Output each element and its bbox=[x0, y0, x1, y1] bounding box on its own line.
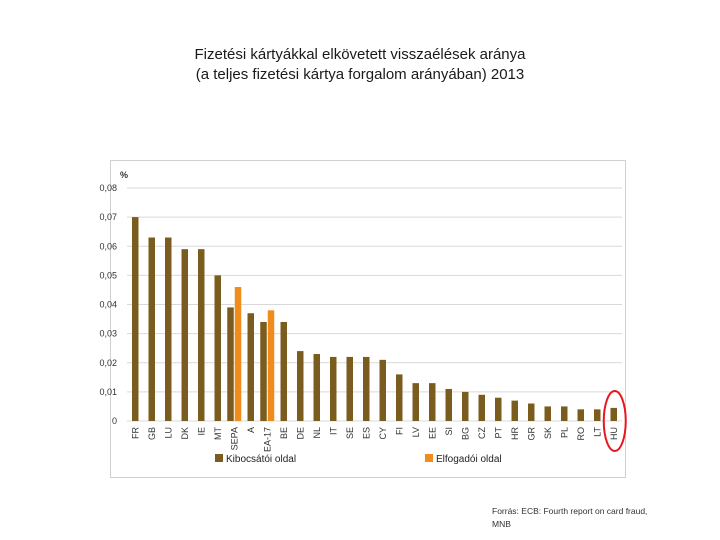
x-tick-label-gb: GB bbox=[147, 427, 157, 440]
x-tick-label-fi: FI bbox=[394, 427, 404, 435]
x-tick-label-lu: LU bbox=[163, 427, 173, 439]
x-tick-label-dk: DK bbox=[180, 427, 190, 440]
y-tick-label: 0 bbox=[112, 416, 117, 426]
x-tick-label-be: BE bbox=[279, 427, 289, 439]
source-note: Forrás: ECB: Fourth report on card fraud… bbox=[492, 505, 692, 531]
bar-issuer-ro bbox=[577, 409, 584, 421]
bar-issuer-bg bbox=[462, 391, 469, 421]
x-tick-label-nl: NL bbox=[312, 427, 322, 439]
bar-issuer-ee bbox=[429, 383, 436, 421]
x-tick-label-es: ES bbox=[361, 427, 371, 439]
x-tick-label-pl: PL bbox=[559, 427, 569, 438]
y-tick-label: 0,07 bbox=[99, 212, 117, 222]
x-tick-label-si: SI bbox=[444, 427, 454, 436]
bar-issuer-lv bbox=[412, 383, 419, 421]
bar-issuer-es bbox=[363, 356, 370, 421]
x-tick-label-cy: CY bbox=[378, 427, 388, 440]
x-tick-label-sepa: SEPA bbox=[229, 427, 239, 450]
y-tick-label: 0,08 bbox=[99, 183, 117, 193]
y-tick-label: 0,06 bbox=[99, 241, 117, 251]
bar-issuer-se bbox=[346, 356, 353, 421]
x-tick-label-fr: FR bbox=[130, 427, 140, 439]
x-tick-label-a: A bbox=[246, 427, 256, 433]
bar-issuer-mt bbox=[214, 275, 221, 421]
y-tick-label: 0,03 bbox=[99, 329, 117, 339]
bar-acquirer-ea-17 bbox=[267, 310, 275, 421]
bar-acquirer-sepa bbox=[234, 287, 242, 421]
x-tick-label-pt: PT bbox=[493, 427, 503, 439]
x-tick-label-lt: LT bbox=[592, 427, 602, 437]
source-line1: Forrás: ECB: Fourth report on card fraud… bbox=[492, 506, 648, 516]
x-tick-label-hr: HR bbox=[510, 427, 520, 440]
x-tick-label-bg: BG bbox=[460, 427, 470, 440]
bar-issuer-fi bbox=[396, 374, 403, 421]
bar-issuer-lu bbox=[165, 237, 172, 421]
bar-issuer-lt bbox=[594, 409, 601, 421]
bar-issuer-ea-17 bbox=[260, 321, 267, 421]
legend-swatch-issuer bbox=[215, 454, 223, 462]
bar-issuer-fr bbox=[132, 217, 139, 421]
y-tick-label: 0,04 bbox=[99, 300, 117, 310]
bar-issuer-pt bbox=[495, 397, 502, 421]
bar-issuer-a bbox=[247, 313, 254, 421]
x-tick-label-ee: EE bbox=[427, 427, 437, 439]
chart-area bbox=[110, 160, 626, 478]
y-tick-label: 0,02 bbox=[99, 358, 117, 368]
bar-issuer-si bbox=[445, 388, 452, 421]
x-tick-label-sk: SK bbox=[543, 427, 553, 439]
chart-title-line1: Fizetési kártyákkal elkövetett visszaélé… bbox=[194, 46, 526, 63]
bar-issuer-nl bbox=[313, 354, 320, 421]
x-tick-label-se: SE bbox=[345, 427, 355, 439]
legend-label-issuer: Kibocsátói oldal bbox=[226, 454, 296, 465]
bar-issuer-gr bbox=[528, 403, 535, 421]
legend-swatch-acquirer bbox=[425, 454, 433, 462]
x-tick-label-ro: RO bbox=[576, 427, 586, 441]
bar-issuer-hu bbox=[610, 407, 617, 421]
x-tick-label-mt: MT bbox=[213, 427, 223, 440]
x-tick-label-cz: CZ bbox=[477, 427, 487, 439]
highlight-circle-hu bbox=[602, 390, 627, 452]
bar-issuer-ie bbox=[198, 249, 205, 421]
source-line2: MNB bbox=[492, 519, 511, 529]
bar-issuer-pl bbox=[561, 406, 568, 421]
x-tick-label-hu: HU bbox=[609, 427, 619, 440]
bar-issuer-gb bbox=[148, 237, 155, 421]
bar-issuer-sepa bbox=[227, 307, 234, 421]
legend-label-acquirer: Elfogadói oldal bbox=[436, 454, 502, 465]
bar-issuer-cy bbox=[379, 359, 386, 421]
y-tick-label: 0,05 bbox=[99, 270, 117, 280]
bar-issuer-de bbox=[297, 351, 304, 421]
chart-title: Fizetési kártyákkal elkövetett visszaélé… bbox=[0, 45, 720, 85]
x-tick-label-de: DE bbox=[295, 427, 305, 440]
bar-issuer-cz bbox=[478, 394, 485, 421]
x-tick-label-it: IT bbox=[328, 426, 338, 435]
chart-title-line2: (a teljes fizetési kártya forgalom arány… bbox=[195, 66, 525, 83]
bar-issuer-it bbox=[330, 356, 337, 421]
bar-issuer-hr bbox=[511, 400, 518, 421]
y-axis-unit: % bbox=[120, 170, 128, 180]
x-tick-label-gr: GR bbox=[526, 426, 536, 440]
bar-issuer-dk bbox=[181, 249, 188, 421]
x-tick-label-ie: IE bbox=[196, 427, 206, 436]
bar-issuer-sk bbox=[544, 406, 551, 421]
y-tick-label: 0,01 bbox=[99, 387, 117, 397]
x-tick-label-lv: LV bbox=[411, 427, 421, 437]
x-tick-label-ea-17: EA-17 bbox=[262, 427, 272, 452]
bar-issuer-be bbox=[280, 321, 287, 421]
